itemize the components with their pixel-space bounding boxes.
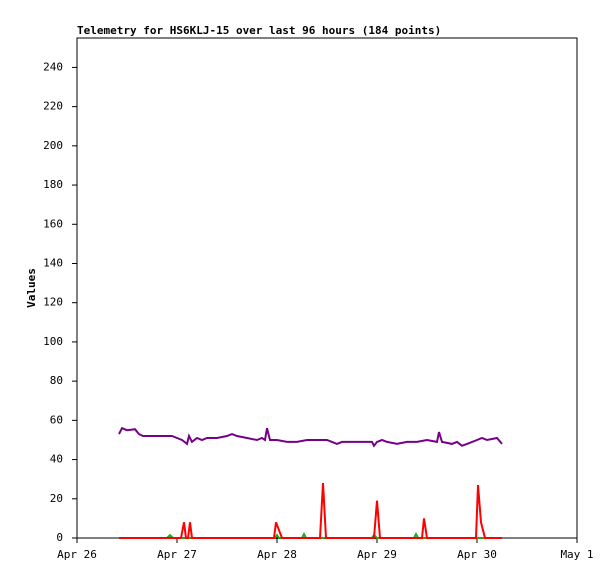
x-tick-label: Apr 28 <box>257 548 297 561</box>
y-axis-label: Values <box>25 268 38 308</box>
y-tick-label: 100 <box>43 335 63 348</box>
y-tick-label: 60 <box>50 413 63 426</box>
chart-title: Telemetry for HS6KLJ-15 over last 96 hou… <box>77 24 441 37</box>
y-tick-label: 0 <box>56 531 63 544</box>
x-tick-label: Apr 27 <box>157 548 197 561</box>
x-tick-label: Apr 30 <box>457 548 497 561</box>
y-tick-label: 40 <box>50 453 63 466</box>
y-tick-label: 160 <box>43 217 63 230</box>
y-tick-label: 120 <box>43 296 63 309</box>
y-tick-label: 180 <box>43 178 63 191</box>
x-tick-label: Apr 29 <box>357 548 397 561</box>
plot-frame <box>76 37 578 539</box>
x-tick-label: Apr 26 <box>57 548 97 561</box>
y-tick-label: 200 <box>43 139 63 152</box>
y-tick-label: 80 <box>50 374 63 387</box>
y-tick-label: 220 <box>43 100 63 113</box>
x-tick-label: May 1 <box>560 548 593 561</box>
series-line <box>118 426 503 448</box>
y-tick-label: 240 <box>43 60 63 73</box>
series-line <box>119 483 502 539</box>
y-tick-label: 20 <box>50 492 63 505</box>
y-tick-label: 140 <box>43 256 63 269</box>
